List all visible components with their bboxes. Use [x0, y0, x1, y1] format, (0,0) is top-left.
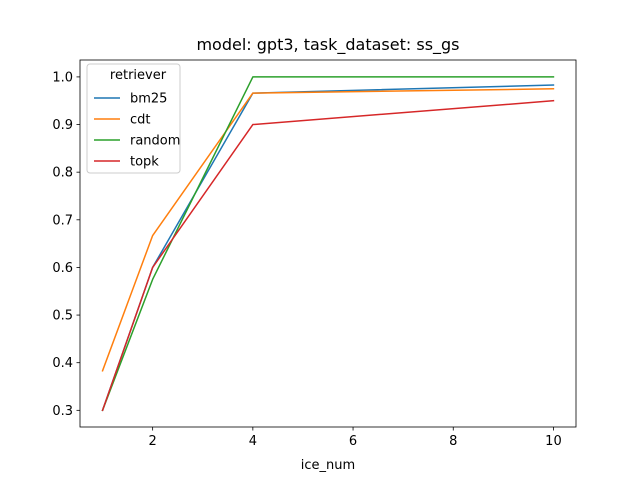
y-tick-label: 0.9 — [52, 118, 73, 133]
y-tick-label: 1.0 — [52, 70, 73, 85]
series-line-topk — [101, 99, 555, 412]
y-tick-label: 0.3 — [52, 404, 73, 419]
x-axis-label: ice_num — [301, 458, 355, 473]
legend-frame — [86, 63, 181, 174]
legend: retriever bm25 cdt random topk — [86, 63, 181, 174]
y-tick-label: 0.6 — [52, 261, 73, 276]
x-tick-label: 2 — [149, 434, 157, 449]
x-tick-label: 6 — [349, 434, 357, 449]
legend-label-topk: topk — [130, 155, 159, 170]
chart-title: model: gpt3, task_dataset: ss_gs — [196, 35, 459, 55]
x-tick-label: 10 — [545, 434, 562, 449]
legend-label-cdt: cdt — [130, 113, 151, 128]
y-tick-label: 0.4 — [52, 356, 73, 371]
plot-area: 2 4 6 8 10 0.3 0.4 0.5 0.6 0.7 0.8 0.9 1.0 — [52, 59, 577, 449]
legend-label-bm25: bm25 — [130, 92, 167, 107]
y-tick-label: 0.8 — [52, 166, 73, 181]
y-tick-label: 0.5 — [52, 309, 73, 324]
series-line-random — [101, 76, 555, 412]
legend-label-random: random — [130, 134, 180, 149]
x-tick-label: 8 — [449, 434, 457, 449]
series-line-cdt — [101, 88, 555, 372]
x-tick-label: 4 — [249, 434, 257, 449]
legend-title: retriever — [110, 68, 167, 83]
y-tick-label: 0.7 — [52, 213, 73, 228]
axes-frame — [79, 59, 577, 428]
